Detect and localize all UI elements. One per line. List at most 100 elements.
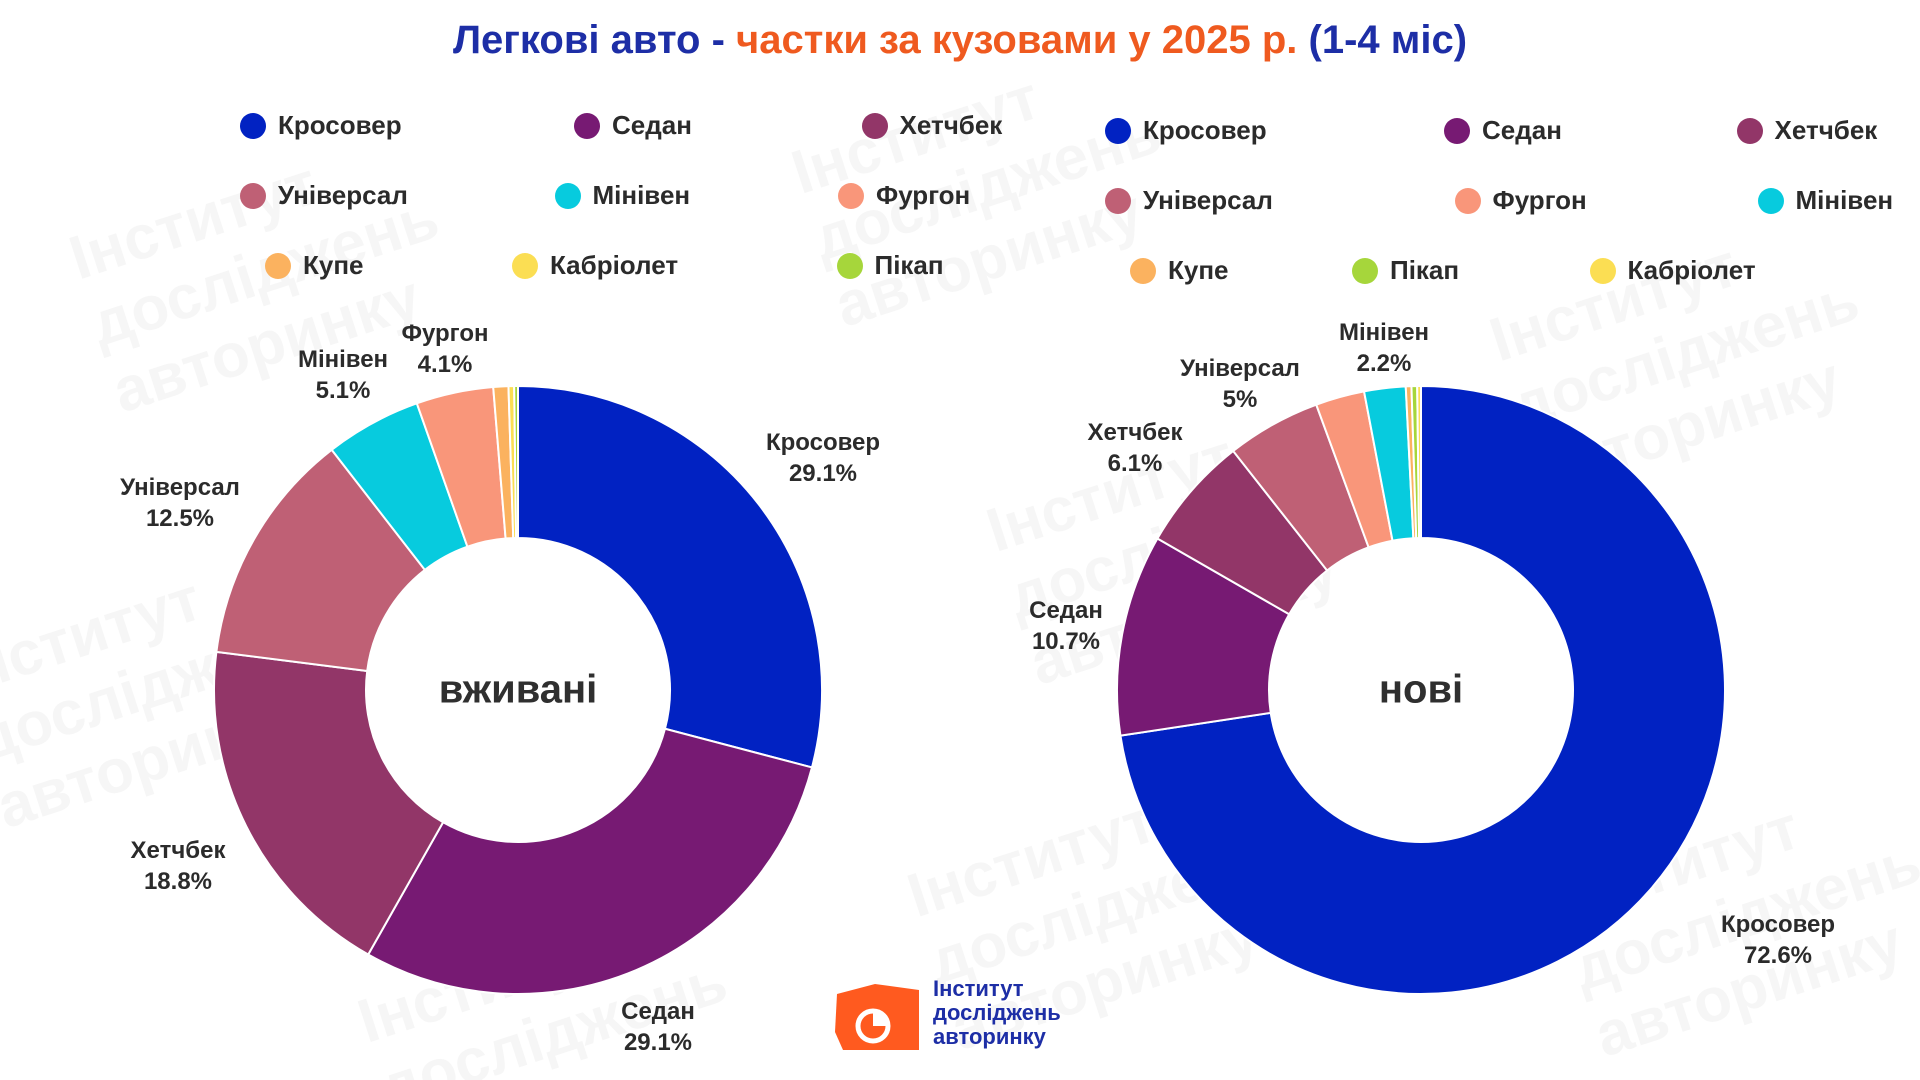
slice-label-name: Хетчбек xyxy=(130,836,226,864)
legend-swatch-cabriolet xyxy=(512,252,538,279)
legend-swatch-minivan xyxy=(1757,187,1784,214)
legend-label-sedan: Седан xyxy=(612,110,692,140)
slice-label-sedan: Седан 29.1% xyxy=(621,996,695,1058)
legend-label-crossover: Кросовер xyxy=(278,110,402,140)
slice-label-value: 6.1% xyxy=(1107,450,1163,477)
slice-label-value: 5.1% xyxy=(315,377,371,404)
legend-swatch-sedan xyxy=(1444,117,1470,144)
legend-label-hatchback: Хетчбек xyxy=(899,110,1003,140)
legend-item-wagon: Універсал xyxy=(240,180,408,211)
slice-label-crossover: Кросовер 29.1% xyxy=(766,427,880,489)
legend-item-crossover: Кросовер xyxy=(240,110,402,141)
slice-label-hatchback: Хетчбек 18.8% xyxy=(131,835,226,897)
legend-label-coupe: Купе xyxy=(1168,255,1229,285)
legend-used: Кросовер Седан Хетчбек Універсал Мінівен Фург… xyxy=(0,0,1002,330)
slice-label-value: 2.2% xyxy=(1356,350,1412,377)
slice-sedan xyxy=(1116,537,1291,737)
logo-text: Інститут досліджень авторинку xyxy=(933,976,1061,1050)
legend-swatch-van xyxy=(838,182,864,209)
slice-sedan xyxy=(366,727,814,995)
slice-label-name: Універсал xyxy=(120,473,240,501)
logo: Інститут досліджень авторинку xyxy=(835,975,1095,1055)
legend-label-cabriolet: Кабріолет xyxy=(1627,255,1756,285)
center-label-used: вживані xyxy=(438,667,598,712)
slice-label-minivan: Мінівен 2.2% xyxy=(1339,317,1429,379)
slice-label-name: Седан xyxy=(621,997,695,1025)
legend-label-pickup: Пікап xyxy=(874,250,944,280)
slice-label-name: Мінівен xyxy=(297,345,389,373)
legend-swatch-wagon xyxy=(1105,187,1131,214)
legend-swatch-hatchback xyxy=(1736,117,1763,144)
slice-label-minivan: Мінівен 5.1% xyxy=(298,344,388,406)
legend-item-minivan: Мінівен xyxy=(1757,185,1894,216)
title-part-3: (1-4 міс) xyxy=(1297,18,1468,62)
chart-title: Легкові авто - частки за кузовами у 2025… xyxy=(0,18,1920,63)
legend-item-minivan: Мінівен xyxy=(554,180,691,211)
slice-label-value: 29.1% xyxy=(623,1029,693,1056)
legend-swatch-minivan xyxy=(554,182,581,209)
slice-label-value: 12.5% xyxy=(145,505,215,532)
legend-swatch-coupe xyxy=(265,252,291,279)
logo-line-3: авторинку xyxy=(933,1024,1046,1050)
slice-label-name: Мінівен xyxy=(1338,318,1430,346)
legend-item-coupe: Купе xyxy=(265,250,364,281)
legend-label-cabriolet: Кабріолет xyxy=(550,250,679,280)
title-part-1: Легкові авто - xyxy=(452,18,737,62)
slice-cabriolet xyxy=(1416,384,1422,540)
logo-mark-icon xyxy=(835,984,919,1050)
chart-new-cars: Кросовер Седан Хетчбек Універсал Фургон Мінів… xyxy=(960,0,1920,1080)
legend-item-sedan: Седан xyxy=(574,110,692,141)
legend-item-pickup: Пікап xyxy=(1352,255,1459,286)
slice-label-name: Універсал xyxy=(1180,354,1300,382)
legend-label-minivan: Мінівен xyxy=(592,180,691,210)
legend-item-pickup: Пікап xyxy=(836,250,944,281)
slice-label-sedan: Седан 10.7% xyxy=(1029,595,1103,657)
legend-label-minivan: Мінівен xyxy=(1795,185,1894,215)
legend-swatch-cabriolet xyxy=(1589,257,1616,284)
legend-item-cabriolet: Кабріолет xyxy=(1589,255,1756,286)
legend-label-van: Фургон xyxy=(1492,185,1587,215)
slice-label-van: Фургон 4.1% xyxy=(401,318,488,380)
legend-swatch-van xyxy=(1454,187,1481,214)
chart-used-cars: Кросовер Седан Хетчбек Універсал Мінівен Фург… xyxy=(0,0,1002,1058)
slice-crossover xyxy=(1119,384,1726,995)
legend-label-wagon: Універсал xyxy=(278,180,408,210)
slice-label-wagon: Універсал 5% xyxy=(1180,353,1300,415)
legend-item-sedan: Седан xyxy=(1444,115,1562,146)
slice-label-hatchback: Хетчбек 6.1% xyxy=(1088,417,1183,479)
legend-label-crossover: Кросовер xyxy=(1143,115,1267,145)
title-part-2: частки за кузовами у 2025 р. xyxy=(736,18,1298,62)
slice-label-value: 72.6% xyxy=(1743,942,1813,969)
slice-label-name: Седан xyxy=(1029,596,1103,624)
legend-item-cabriolet: Кабріолет xyxy=(512,250,678,281)
slice-crossover xyxy=(517,384,823,769)
slice-hatchback xyxy=(213,650,445,956)
legend-swatch-hatchback xyxy=(861,112,888,139)
legend-swatch-wagon xyxy=(240,182,266,209)
slice-label-value: 4.1% xyxy=(417,351,473,378)
slice-label-name: Кросовер xyxy=(765,428,881,456)
legend-item-hatchback: Хетчбек xyxy=(861,110,1003,141)
legend-item-van: Фургон xyxy=(1454,185,1587,216)
slice-wagon xyxy=(215,448,427,673)
slice-label-name: Кросовер xyxy=(1720,910,1836,938)
slice-label-value: 29.1% xyxy=(788,460,858,487)
logo-line-1: Інститут xyxy=(933,976,1024,1001)
slice-label-value: 10.7% xyxy=(1031,628,1101,655)
legend-new: Кросовер Седан Хетчбек Універсал Фургон Мінів… xyxy=(960,0,1920,330)
legend-swatch-sedan xyxy=(574,112,600,139)
slice-label-name: Фургон xyxy=(401,319,489,347)
slice-pickup xyxy=(513,384,519,540)
slice-label-wagon: Універсал 12.5% xyxy=(120,472,240,534)
legend-swatch-pickup xyxy=(1352,257,1378,284)
legend-swatch-coupe xyxy=(1130,257,1156,284)
legend-swatch-pickup xyxy=(836,252,863,279)
legend-swatch-crossover xyxy=(240,112,266,139)
legend-swatch-crossover xyxy=(1105,117,1131,144)
slice-label-crossover: Кросовер 72.6% xyxy=(1721,909,1835,971)
slice-label-value: 18.8% xyxy=(143,868,213,895)
legend-item-van: Фургон xyxy=(838,180,970,211)
legend-label-van: Фургон xyxy=(876,180,971,210)
slice-label-name: Хетчбек xyxy=(1087,418,1183,446)
legend-item-crossover: Кросовер xyxy=(1105,115,1267,146)
